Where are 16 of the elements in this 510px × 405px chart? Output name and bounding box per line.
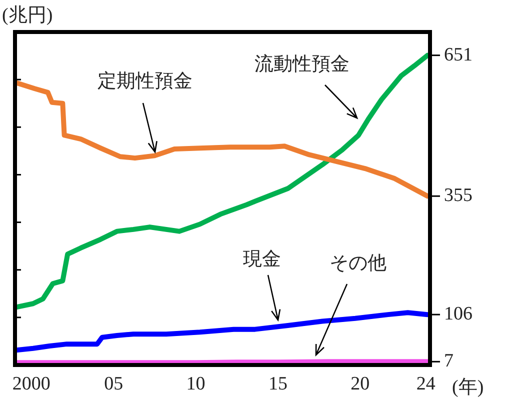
x-axis-title: (年) [452,377,484,398]
x-tick-label: 10 [186,373,206,394]
text: 現金 [243,249,281,270]
x-tick-label: 15 [268,373,288,394]
x-tick-label: 05 [104,373,124,394]
data-label: 651 [444,44,472,66]
x-tick-label: 2000 [12,373,50,394]
y-axis-title: (兆円) [2,5,53,26]
x-tick-label: 24 [416,373,436,394]
text: 流動性預金 [254,54,350,75]
text: その他 [330,253,386,274]
data-label: 355 [444,185,472,206]
data-label: 106 [444,304,472,325]
x-tick-label: 20 [350,373,370,394]
data-label: 7 [444,350,454,372]
series-label: 定期性預金 [98,71,192,92]
